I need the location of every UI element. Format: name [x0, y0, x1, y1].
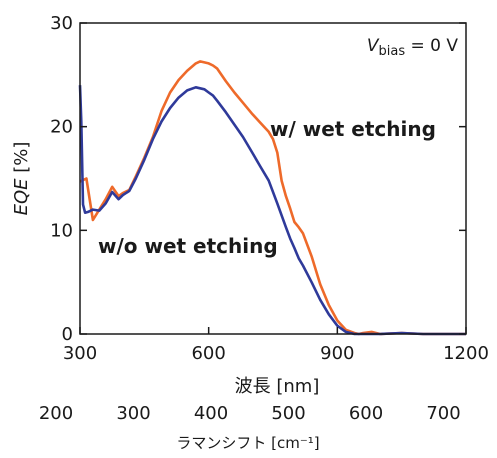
x-tick-label: 300 [63, 343, 97, 364]
secondary-tick-label: 700 [426, 403, 460, 424]
series-label-with-etching: w/ wet etching [270, 117, 436, 141]
secondary-tick-label: 400 [194, 403, 228, 424]
secondary-axis-label: ラマンシフト [cm⁻¹] [176, 434, 319, 452]
secondary-tick-label: 600 [349, 403, 383, 424]
y-axis-label-unit: [%] [11, 142, 32, 179]
plot-frame [79, 22, 467, 335]
y-tick-label: 10 [50, 220, 73, 241]
plot-lines [78, 60, 466, 336]
secondary-tick-label: 500 [271, 403, 305, 424]
y-tick-label: 30 [50, 13, 73, 34]
bias-value: = 0 V [405, 36, 458, 56]
bias-annotation: Vbias = 0 V [367, 36, 459, 59]
secondary-tick-label: 200 [39, 403, 73, 424]
x-tick-label: 600 [191, 343, 225, 364]
x-tick-label: 1200 [443, 343, 489, 364]
bias-subscript: bias [378, 44, 405, 59]
y-axis-label: EQE [%] [11, 142, 32, 216]
x-axis-label: 波長 [nm] [235, 376, 320, 397]
series-line-0 [79, 60, 466, 336]
y-tick-label: 20 [50, 117, 73, 138]
series-label-without-etching: w/o wet etching [98, 234, 278, 258]
y-axis-label-main: EQE [11, 178, 32, 216]
secondary-axis-ticks: 200 300 400 500 600 700 [39, 403, 461, 424]
axis-ticks: 300 600 900 1200 0 10 20 30 [50, 13, 489, 364]
y-tick-label: 0 [62, 324, 73, 345]
x-tick-label: 900 [320, 343, 354, 364]
secondary-tick-label: 300 [116, 403, 150, 424]
bias-symbol: V [367, 36, 380, 56]
